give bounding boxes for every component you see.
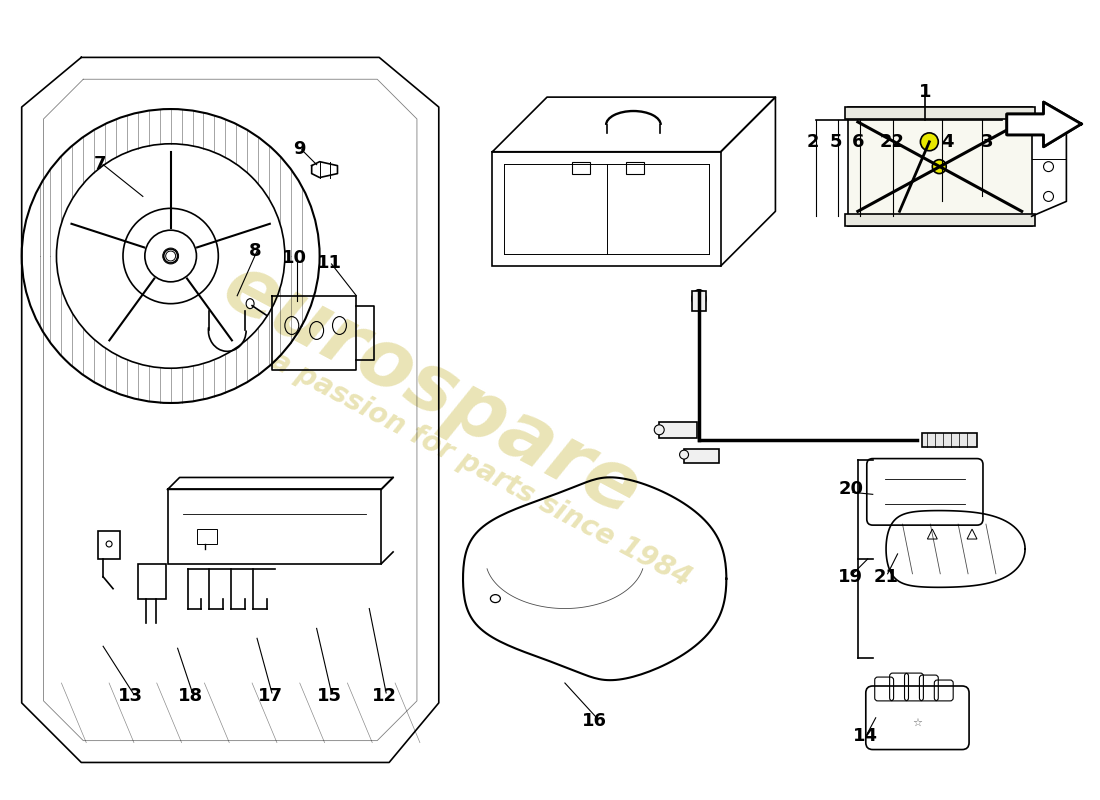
Bar (848, 107, 1032, 226)
Bar (684, 449, 718, 462)
Text: 11: 11 (317, 254, 342, 272)
Bar (692, 290, 706, 310)
Text: 14: 14 (854, 726, 878, 745)
Bar (627, 162, 645, 174)
Bar (659, 422, 697, 438)
Text: 16: 16 (582, 712, 607, 730)
Bar (167, 490, 382, 564)
Text: 9: 9 (294, 140, 306, 158)
Bar (845, 107, 1035, 119)
Text: 5: 5 (829, 133, 843, 151)
Text: 4: 4 (940, 133, 954, 151)
Ellipse shape (680, 450, 689, 459)
Bar (198, 529, 218, 544)
Text: 12: 12 (372, 687, 397, 705)
Polygon shape (1006, 102, 1081, 146)
Text: eurospare: eurospare (209, 247, 652, 533)
Text: 20: 20 (838, 480, 864, 498)
Text: 3: 3 (981, 133, 993, 151)
Bar (493, 152, 720, 266)
Text: 7: 7 (94, 154, 107, 173)
Bar (845, 214, 1035, 226)
Text: 10: 10 (283, 249, 307, 267)
Ellipse shape (921, 133, 938, 150)
Bar (138, 564, 166, 598)
Text: 13: 13 (119, 687, 143, 705)
Text: 15: 15 (317, 687, 342, 705)
Bar (98, 531, 120, 559)
Ellipse shape (933, 160, 946, 174)
Text: a passion for parts since 1984: a passion for parts since 1984 (265, 346, 695, 593)
Bar (923, 433, 977, 446)
Text: ☆: ☆ (912, 718, 923, 728)
Text: 8: 8 (249, 242, 262, 260)
Text: 19: 19 (838, 568, 864, 586)
Bar (572, 162, 590, 174)
Ellipse shape (692, 290, 706, 308)
Ellipse shape (654, 425, 664, 434)
Text: 6: 6 (851, 133, 865, 151)
Text: 2: 2 (807, 133, 820, 151)
Text: 1: 1 (920, 83, 932, 101)
Text: 17: 17 (257, 687, 283, 705)
Text: 22: 22 (880, 133, 905, 151)
Text: 21: 21 (873, 568, 899, 586)
Text: 18: 18 (178, 687, 204, 705)
